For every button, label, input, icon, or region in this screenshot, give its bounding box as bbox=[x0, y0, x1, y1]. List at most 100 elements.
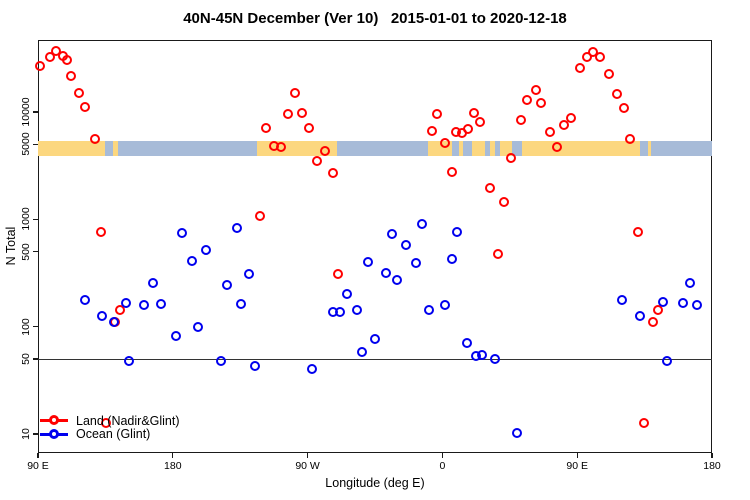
land-data-point bbox=[625, 134, 636, 145]
land-data-point bbox=[493, 249, 504, 260]
ocean-data-point bbox=[232, 223, 243, 234]
legend-item-land: Land (Nadir&Glint) bbox=[40, 414, 180, 428]
reference-line-50 bbox=[38, 359, 712, 360]
strip-ocean-segment bbox=[485, 141, 491, 156]
strip-ocean-segment bbox=[463, 141, 473, 156]
y-axis-tick bbox=[33, 250, 38, 253]
land-data-point bbox=[552, 142, 563, 153]
legend-label-land: Land (Nadir&Glint) bbox=[76, 413, 180, 428]
land-data-point bbox=[90, 134, 101, 145]
legend-item-ocean: Ocean (Glint) bbox=[40, 427, 180, 441]
land-data-point bbox=[612, 89, 623, 100]
ocean-data-point bbox=[401, 240, 412, 251]
ocean-data-point bbox=[370, 334, 381, 345]
land-data-point bbox=[276, 142, 287, 153]
land-data-point bbox=[283, 109, 294, 120]
chart-title: 40N-45N December (Ver 10) 2015-01-01 to … bbox=[183, 10, 567, 27]
y-axis-tick bbox=[33, 433, 38, 435]
ocean-data-point bbox=[617, 295, 628, 306]
land-data-point bbox=[304, 123, 315, 134]
ocean-data-point bbox=[685, 278, 696, 289]
ocean-data-point bbox=[392, 275, 403, 286]
land-data-point bbox=[80, 102, 91, 113]
land-data-point bbox=[499, 197, 510, 208]
land-data-point bbox=[463, 124, 474, 135]
land-data-point bbox=[475, 117, 486, 128]
ocean-data-point bbox=[80, 295, 91, 306]
ocean-data-point bbox=[352, 305, 363, 316]
ocean-data-point bbox=[335, 307, 346, 318]
land-data-point bbox=[255, 210, 266, 221]
y-axis-tick bbox=[33, 218, 38, 220]
strip-ocean-segment bbox=[512, 141, 522, 156]
land-data-point bbox=[588, 47, 599, 58]
land-marker-icon bbox=[40, 415, 68, 426]
ocean-data-point bbox=[462, 337, 473, 348]
land-data-point bbox=[51, 46, 62, 57]
ocean-data-point bbox=[387, 229, 398, 240]
land-data-point bbox=[432, 109, 443, 120]
land-data-point bbox=[96, 227, 107, 238]
land-data-point bbox=[536, 98, 547, 109]
land-data-point bbox=[582, 52, 593, 63]
land-data-point bbox=[559, 120, 570, 131]
y-tick-label: 10000 bbox=[20, 97, 32, 127]
ocean-data-point bbox=[477, 349, 488, 360]
ocean-data-point bbox=[424, 305, 435, 316]
ocean-data-point bbox=[250, 361, 261, 372]
land-data-point bbox=[633, 227, 644, 238]
y-axis-tick bbox=[33, 143, 38, 145]
land-data-point bbox=[35, 61, 46, 72]
land-data-point bbox=[522, 94, 533, 105]
land-data-point bbox=[531, 85, 542, 96]
land-data-point bbox=[566, 113, 577, 124]
land-data-point bbox=[62, 55, 73, 66]
land-data-point bbox=[66, 70, 77, 81]
ocean-data-point bbox=[447, 254, 458, 265]
land-data-point bbox=[485, 183, 496, 194]
strip-land-segment bbox=[500, 141, 513, 156]
land-data-point bbox=[333, 269, 344, 280]
ocean-marker-icon bbox=[40, 428, 68, 440]
ocean-data-point bbox=[156, 299, 167, 310]
land-data-point bbox=[101, 417, 112, 428]
ocean-data-point bbox=[139, 300, 150, 311]
x-axis-tick bbox=[576, 453, 578, 458]
ocean-data-point bbox=[148, 278, 159, 289]
ocean-data-point bbox=[658, 297, 669, 308]
land-data-point bbox=[297, 108, 308, 119]
land-data-point bbox=[575, 63, 586, 74]
legend: Land (Nadir&Glint) Ocean (Glint) bbox=[40, 414, 180, 441]
strip-ocean-segment bbox=[118, 141, 257, 156]
ocean-data-point bbox=[236, 298, 247, 309]
ocean-data-point bbox=[490, 354, 501, 365]
x-tick-label: 180 bbox=[164, 460, 182, 472]
land-data-point bbox=[115, 305, 126, 316]
ocean-data-point bbox=[692, 300, 703, 311]
ocean-data-point bbox=[193, 321, 204, 332]
ocean-data-point bbox=[109, 317, 120, 328]
y-tick-label: 10 bbox=[20, 428, 32, 440]
land-data-point bbox=[261, 123, 272, 134]
land-data-point bbox=[427, 126, 438, 137]
ocean-data-point bbox=[662, 356, 673, 367]
land-data-point bbox=[290, 88, 301, 99]
x-tick-label: 90 E bbox=[566, 460, 588, 472]
ocean-data-point bbox=[635, 311, 646, 322]
x-axis-tick bbox=[711, 453, 713, 458]
land-data-point bbox=[328, 168, 339, 179]
ocean-data-point bbox=[222, 280, 233, 291]
land-data-point bbox=[545, 127, 556, 138]
x-axis-tick bbox=[441, 453, 444, 458]
y-axis-tick bbox=[33, 325, 38, 328]
x-tick-label: 90 E bbox=[27, 460, 49, 472]
ocean-data-point bbox=[171, 330, 182, 341]
land-data-point bbox=[74, 88, 85, 99]
strip-land-segment bbox=[647, 141, 652, 156]
strip-ocean-segment bbox=[651, 141, 712, 156]
x-axis-tick bbox=[37, 453, 39, 458]
y-axis-tick bbox=[33, 358, 38, 360]
strip-land-segment bbox=[38, 141, 106, 156]
ocean-data-point bbox=[244, 269, 255, 280]
